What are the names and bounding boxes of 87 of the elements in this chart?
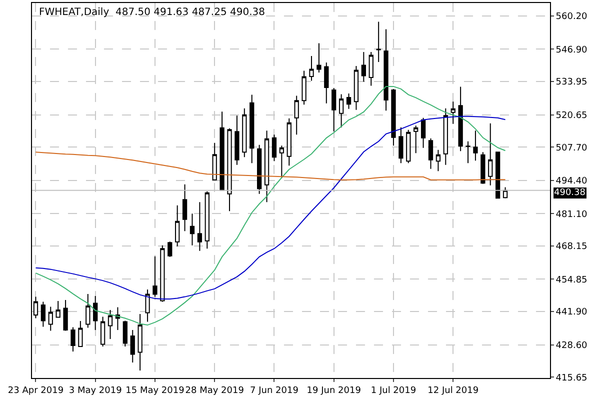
candlestick [250,94,254,164]
candlestick [182,184,188,232]
candlestick [130,330,135,364]
candlestick [488,122,493,186]
x-tick-label: 28 May 2019 [185,386,244,396]
candlestick [428,138,434,170]
y-tick-label: 533.95 [556,78,588,88]
candlestick [93,296,98,331]
candlestick [376,21,381,62]
candlestick [48,306,53,332]
candlestick [257,144,262,194]
candlestick [204,190,210,250]
candlestick [368,51,374,86]
chart-title: FWHEAT,Daily 487.50 491.63 487.25 490.38 [39,7,265,18]
candlestick [450,101,456,124]
candlestick [56,300,60,318]
y-tick-label: 441.90 [556,308,588,318]
candlestick [108,310,113,340]
candlestick [420,117,426,148]
candlestick [138,314,142,371]
candlestick [466,140,470,164]
candlestick [309,55,314,82]
x-tick-label: 23 Apr 2019 [8,386,64,396]
candlestick [212,142,217,180]
candlestick [324,62,329,104]
candlestick [264,130,270,203]
candlestick [361,51,366,82]
x-tick-label: 7 Jun 2019 [250,386,299,396]
candlestick [294,95,299,136]
candlestick [302,70,306,106]
y-tick-label: 546.90 [556,45,588,56]
candlestick [272,134,277,162]
candlestick [414,125,418,154]
y-tick-label: 520.65 [556,110,588,121]
y-tick-label: 560.20 [556,12,588,22]
y-tick-label: 415.65 [556,373,588,384]
candlestick [115,306,120,331]
candlestick [122,320,128,348]
candlestick [286,118,292,166]
line-series [35,116,506,300]
candlestick [220,111,224,191]
candlestick [160,244,165,302]
candlestick [190,213,195,246]
candlestick [443,108,448,166]
x-tick-label: 1 Jul 2019 [370,386,416,396]
y-tick-label: 428.60 [556,340,588,351]
candlestick [436,149,441,172]
candlestick [480,152,486,184]
candlestick [338,94,344,128]
candlestick [242,108,247,158]
line-series [35,152,506,180]
candlestick [234,115,240,166]
x-tick-label: 12 Jul 2019 [428,386,479,396]
candlestick [78,320,83,348]
candlestick [86,294,90,328]
y-tick-label: 454.85 [556,275,588,286]
line-series [35,86,506,326]
candlestick [100,316,106,348]
candlestick [168,241,172,258]
candlestick [63,300,68,332]
x-tick-label: 19 Jun 2019 [306,386,362,396]
candlestick [346,92,352,110]
candlestick [175,204,180,247]
candlestick [354,65,359,110]
candlestick [40,301,46,328]
y-tick-label: 507.70 [556,143,588,154]
candlestick [316,42,322,73]
y-tick-label: 494.40 [556,176,588,187]
candlestick [227,128,232,212]
candlestick [197,202,202,252]
candlestick [384,28,388,112]
candlestick [391,88,396,146]
candlestick [279,145,284,179]
y-tick-label: 468.15 [556,242,588,252]
candlestick [145,289,150,322]
candlestick [398,126,404,164]
candlestick [332,87,336,132]
y-tick-label: 481.10 [556,210,588,220]
candlestick [152,256,158,298]
candlestick [458,86,463,152]
ref-line-label: 490.38 [554,188,586,198]
candlestick [496,152,500,200]
x-tick-label: 3 May 2019 [68,386,122,396]
candlestick [473,130,478,162]
candlestick [406,129,411,164]
x-tick-label: 15 May 2019 [126,386,185,396]
candlestick [70,326,76,352]
